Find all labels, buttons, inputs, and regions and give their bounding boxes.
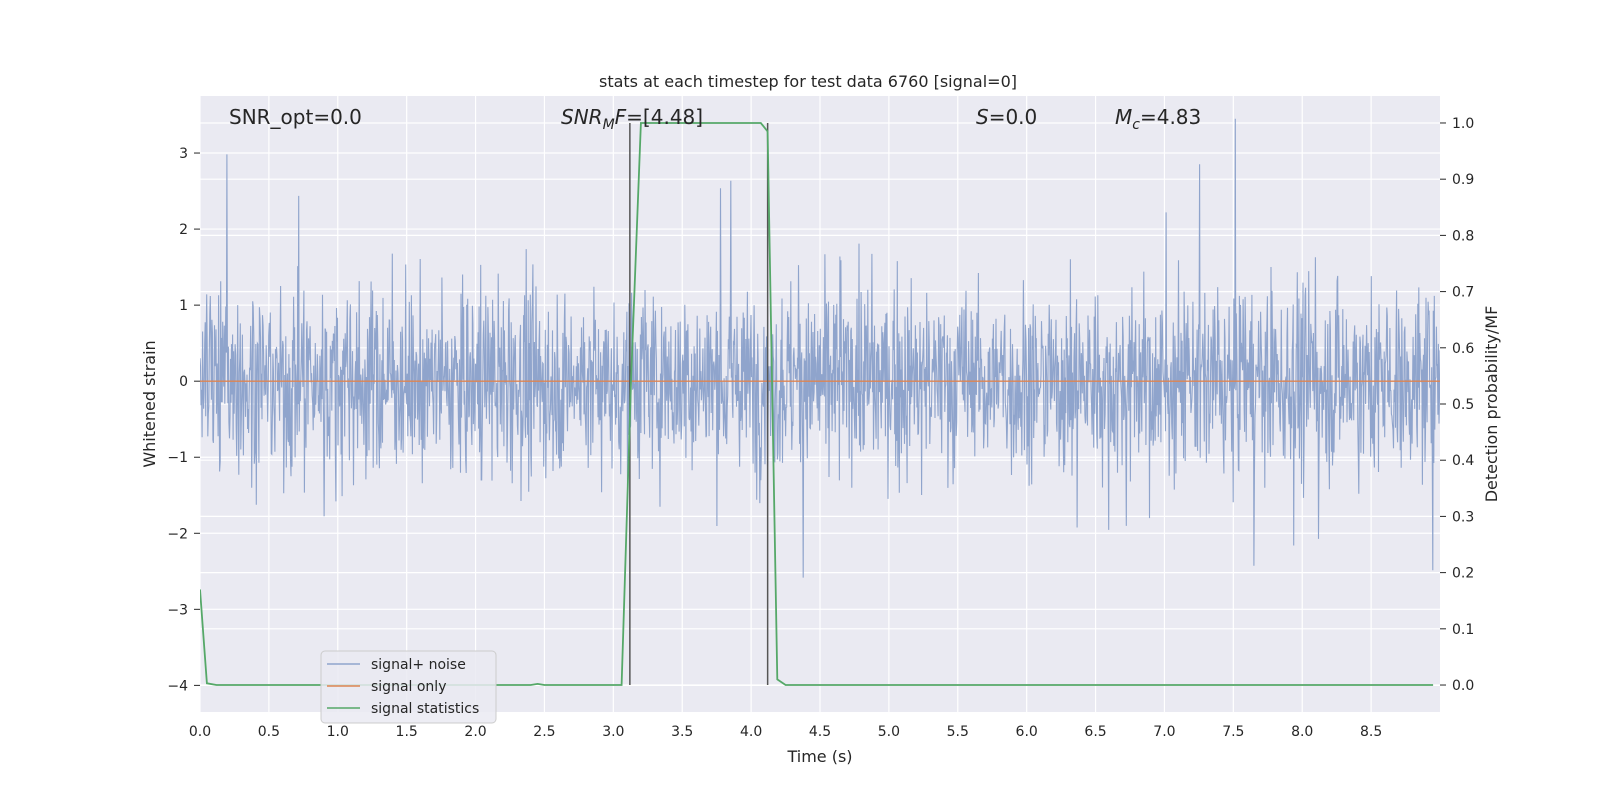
- y2-tick-label: 1.0: [1452, 116, 1474, 132]
- x-tick-label: 2.5: [533, 724, 555, 740]
- x-tick-label: 0.0: [189, 724, 211, 740]
- legend-label-signal-noise: signal+ noise: [371, 657, 466, 673]
- y-tick-label: −1: [167, 450, 188, 466]
- x-tick-label: 6.0: [1016, 724, 1038, 740]
- mc-main: M: [1115, 105, 1132, 129]
- y-tick-label: −3: [167, 602, 188, 618]
- y2-axis-ticks: 1.0 0.9 0.8 0.7 0.6 0.5 0.4 0.3 0.2 0.1 0.0: [1440, 116, 1474, 694]
- y-tick-label: 0: [179, 374, 188, 390]
- y-axis-label: Whitened strain: [140, 340, 159, 467]
- legend-label-signal-only: signal only: [371, 679, 446, 695]
- snr-mf-sub: M: [603, 117, 615, 133]
- x-tick-label: 1.5: [396, 724, 418, 740]
- x-tick-label: 7.0: [1153, 724, 1175, 740]
- x-tick-label: 3.0: [602, 724, 624, 740]
- y2-tick-label: 0.1: [1452, 622, 1474, 638]
- x-tick-label: 1.0: [327, 724, 349, 740]
- snr-mf-tail: F: [615, 105, 627, 129]
- x-tick-label: 8.5: [1360, 724, 1382, 740]
- x-tick-label: 3.5: [671, 724, 693, 740]
- signal-noise-line: [200, 118, 1440, 578]
- x-axis-ticks: 0.0 0.5 1.0 1.5 2.0 2.5 3.0 3.5 4.0 4.5 5.0 5.5 6.0 6…: [189, 724, 1382, 740]
- annotation-snr-mf: SNRMF=[4.48]: [561, 105, 703, 133]
- x-tick-label: 0.5: [258, 724, 280, 740]
- x-tick-label: 8.0: [1291, 724, 1313, 740]
- x-tick-label: 2.0: [464, 724, 486, 740]
- x-tick-label: 4.0: [740, 724, 762, 740]
- signal-noise-series: [200, 118, 1440, 578]
- y2-axis-label: Detection probability/MF: [1482, 306, 1501, 503]
- y2-tick-label: 0.8: [1452, 228, 1474, 244]
- legend-box: [320, 650, 497, 724]
- annotation-mc: Mc=4.83: [1115, 105, 1201, 133]
- x-tick-label: 4.5: [809, 724, 831, 740]
- y2-tick-label: 0.6: [1452, 341, 1474, 357]
- y2-tick-label: 0.0: [1452, 678, 1474, 694]
- mc-sub: c: [1132, 117, 1140, 133]
- y-tick-label: 2: [179, 222, 188, 238]
- s-value: =0.0: [989, 105, 1038, 129]
- x-axis-label: Time (s): [786, 747, 852, 766]
- x-tick-label: 7.5: [1222, 724, 1244, 740]
- y2-tick-label: 0.9: [1452, 172, 1474, 188]
- x-tick-label: 5.5: [947, 724, 969, 740]
- y-tick-label: 1: [179, 298, 188, 314]
- chart-title: stats at each timestep for test data 676…: [599, 72, 1017, 91]
- y2-tick-label: 0.7: [1452, 285, 1474, 301]
- annotation-s: S=0.0: [976, 105, 1037, 129]
- mc-value: =4.83: [1140, 105, 1201, 129]
- legend: signal+ noise signal only signal statist…: [320, 650, 497, 724]
- y-tick-label: 3: [179, 146, 188, 162]
- snr-mf-main: SNR: [561, 105, 603, 129]
- y-axis-ticks: 3 2 1 0 −1 −2 −3 −4: [167, 146, 200, 694]
- y-tick-label: −4: [167, 678, 188, 694]
- y2-tick-label: 0.2: [1452, 566, 1474, 582]
- y2-tick-label: 0.3: [1452, 509, 1474, 525]
- y-tick-label: −2: [167, 526, 188, 542]
- s-label: S: [976, 105, 989, 129]
- y2-tick-label: 0.4: [1452, 453, 1474, 469]
- legend-label-signal-statistics: signal statistics: [371, 701, 479, 717]
- x-tick-label: 6.5: [1084, 724, 1106, 740]
- snr-mf-value: =[4.48]: [626, 105, 703, 129]
- x-tick-label: 5.0: [878, 724, 900, 740]
- annotation-snr-opt: SNR_opt=0.0: [229, 105, 362, 129]
- y2-tick-label: 0.5: [1452, 397, 1474, 413]
